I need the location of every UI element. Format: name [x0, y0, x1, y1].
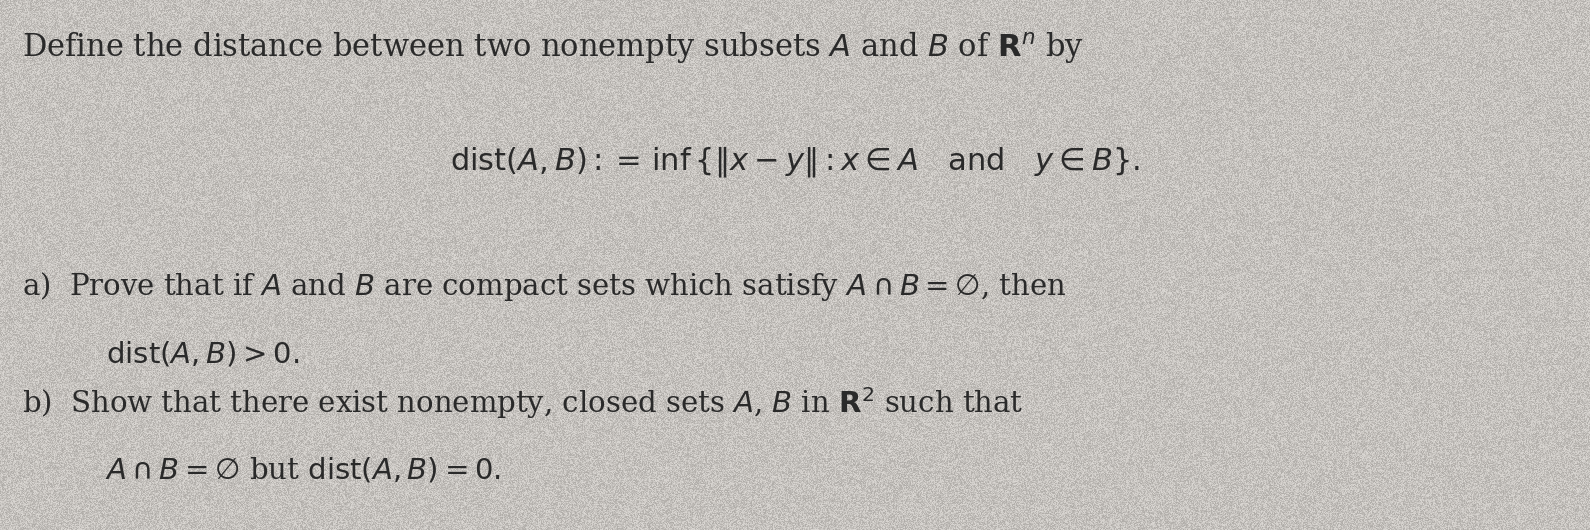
Text: a)  Prove that if $A$ and $B$ are compact sets which satisfy $A \cap B = \emptys: a) Prove that if $A$ and $B$ are compact… — [22, 270, 1067, 303]
Text: $\mathrm{dist}(A, B) :=\, \inf\{\|x - y\| : x \in A \quad \mathrm{and} \quad y \: $\mathrm{dist}(A, B) :=\, \inf\{\|x - y\… — [450, 145, 1140, 179]
Text: $A \cap B = \emptyset$ but $\mathrm{dist}(A, B) = 0.$: $A \cap B = \emptyset$ but $\mathrm{dist… — [60, 455, 501, 484]
Text: $\mathrm{dist}(A, B) > 0.$: $\mathrm{dist}(A, B) > 0.$ — [60, 340, 299, 369]
Text: b)  Show that there exist nonempty, closed sets $A$, $B$ in $\mathbf{R}^2$ such : b) Show that there exist nonempty, close… — [22, 385, 1024, 421]
Text: Define the distance between two nonempty subsets $A$ and $B$ of $\mathbf{R}^n$ b: Define the distance between two nonempty… — [22, 30, 1084, 65]
